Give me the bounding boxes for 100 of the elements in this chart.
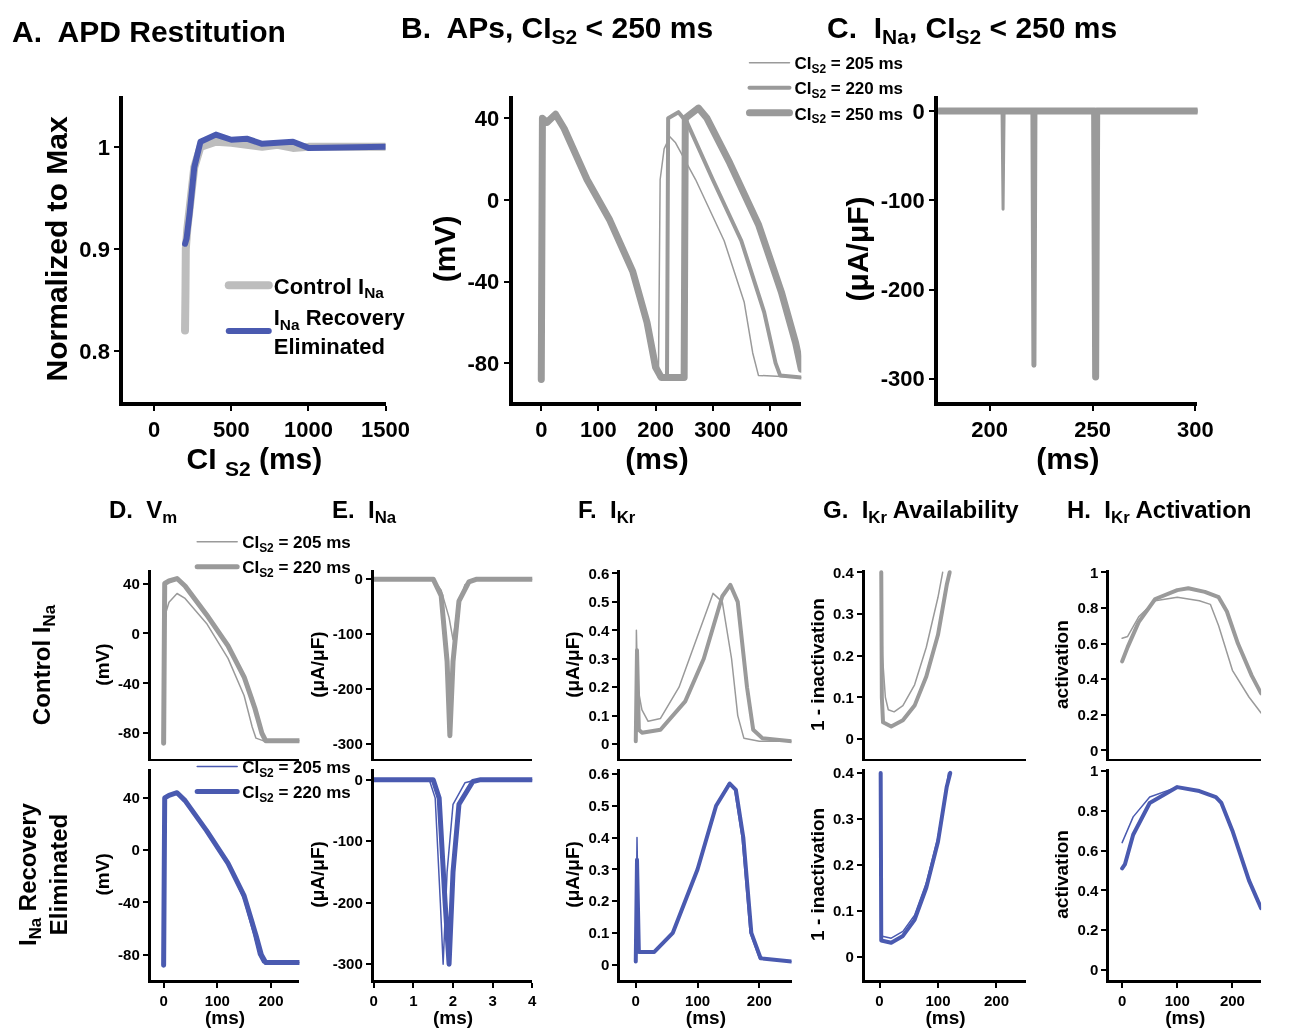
chart-title: G. I$_{Kr}$ Availability xyxy=(823,496,1020,528)
y-tick-label: -100 xyxy=(332,625,363,643)
y-tick-label: 0 xyxy=(131,841,140,859)
y-tick-label: 0.8 xyxy=(79,338,110,364)
y-tick-label: -40 xyxy=(118,893,140,911)
y-tick-label: 0 xyxy=(1090,960,1099,978)
x-tick-label: 2 xyxy=(448,991,458,1009)
y-axis-title: (μA/μF) xyxy=(562,631,584,698)
x-tick-label: 1500 xyxy=(361,417,411,443)
legend-label: Control I$_{Na}$ xyxy=(273,273,385,302)
chart-title: A. APD Restitution xyxy=(12,15,286,48)
y-tick-label: 0.2 xyxy=(588,678,610,696)
x-tick-label: 100 xyxy=(1164,991,1190,1009)
y-tick-label: 0 xyxy=(845,730,854,748)
y-tick-label: 0 xyxy=(354,770,363,788)
legend-label: I$_{Na}$ Recovery Eliminated xyxy=(273,305,406,359)
x-axis-title: (ms) xyxy=(1165,1007,1206,1028)
x-axis-title: (ms) xyxy=(625,442,689,476)
y-tick-label: 1 xyxy=(97,134,110,160)
y-tick-label: 0.1 xyxy=(588,924,610,942)
x-axis-title: (ms) xyxy=(1036,442,1100,476)
x-axis-title: (ms) xyxy=(685,1007,726,1028)
x-tick-label: 4 xyxy=(528,991,538,1009)
y-tick-label: 0.8 xyxy=(1077,802,1099,820)
y-tick-label: 40 xyxy=(474,106,500,132)
x-axis-title: (ms) xyxy=(925,1007,966,1028)
y-tick-label: 0 xyxy=(600,955,610,973)
x-tick-label: 0 xyxy=(148,417,161,443)
y-tick-label: -40 xyxy=(467,269,500,295)
y-axis-title: (μA/μF) xyxy=(841,196,875,302)
y-tick-label: 0.4 xyxy=(1077,881,1100,899)
legend-label: CI$_{S2}$ = 205 ms xyxy=(242,758,351,780)
legend-label: CI$_{S2}$ = 250 ms xyxy=(794,104,904,127)
x-tick-label: 300 xyxy=(1177,417,1214,443)
legend-label: CI$_{S2}$ = 220 ms xyxy=(242,558,351,580)
chart-title: E. I$_{Na}$ xyxy=(332,496,397,528)
y-tick-label: -80 xyxy=(118,945,140,963)
x-tick-label: 100 xyxy=(685,991,711,1009)
legend-label: CI$_{S2}$ = 220 ms xyxy=(794,79,904,101)
y-tick-label: 1 xyxy=(1090,762,1099,780)
y-tick-label: 0.1 xyxy=(833,688,854,706)
x-tick-label: 250 xyxy=(1074,417,1111,443)
y-tick-label: 0.4 xyxy=(833,764,855,782)
y-tick-label: 0 xyxy=(845,947,854,965)
y-axis-title: activation xyxy=(1051,620,1073,709)
y-tick-label: 0 xyxy=(1090,741,1099,759)
y-tick-label: -40 xyxy=(118,674,140,692)
y-tick-label: 0 xyxy=(131,624,140,642)
y-tick-label: 40 xyxy=(123,789,140,807)
y-tick-label: 0.3 xyxy=(588,860,610,878)
x-tick-label: 200 xyxy=(746,991,772,1009)
y-tick-label: 0.1 xyxy=(833,901,854,919)
y-tick-label: -100 xyxy=(332,832,363,850)
y-tick-label: 0.2 xyxy=(1077,706,1099,724)
y-tick-label: 0 xyxy=(354,570,363,588)
y-tick-label: 0.6 xyxy=(1077,634,1099,652)
x-tick-label: 100 xyxy=(580,417,617,443)
x-tick-label: 0 xyxy=(369,991,378,1009)
legend-label: CI$_{S2}$ = 220 ms xyxy=(242,783,351,805)
x-tick-label: 200 xyxy=(1219,991,1245,1009)
y-tick-label: 0.4 xyxy=(1077,670,1100,688)
y-tick-label: -200 xyxy=(880,277,925,303)
x-tick-label: 0 xyxy=(631,991,640,1009)
y-tick-label: 0.4 xyxy=(833,563,855,581)
y-tick-label: -100 xyxy=(880,187,925,213)
y-tick-label: 0.2 xyxy=(833,856,854,873)
x-tick-label: 100 xyxy=(204,991,230,1009)
chart-title: H. I$_{Kr}$ Activation xyxy=(1067,496,1252,528)
x-tick-label: 200 xyxy=(637,417,674,443)
y-axis-title: (mV) xyxy=(91,853,113,896)
x-tick-label: 1 xyxy=(409,991,418,1009)
x-axis-title: CI $_{S2}$ (ms) xyxy=(186,442,323,480)
y-axis-title: (μA/μF) xyxy=(306,631,328,698)
y-tick-label: 0.1 xyxy=(588,706,610,724)
y-tick-label: 0.6 xyxy=(588,564,610,582)
y-axis-title: (mV) xyxy=(91,643,113,686)
y-tick-label: 0.4 xyxy=(588,828,610,846)
y-axis-title: (mV) xyxy=(428,215,462,283)
y-tick-label: 0 xyxy=(912,98,925,124)
x-axis-title: (ms) xyxy=(432,1007,474,1028)
y-axis-title: Normalized to Max xyxy=(39,116,73,382)
chart-title: D. V$_{m}$ xyxy=(109,496,178,528)
y-axis-title: (μA/μF) xyxy=(306,841,328,908)
y-tick-label: 0.5 xyxy=(588,797,610,815)
y-tick-label: 0.2 xyxy=(588,892,610,910)
y-axis-title: 1 - inactivation xyxy=(806,807,828,941)
x-tick-label: 0 xyxy=(159,991,168,1009)
x-tick-label: 200 xyxy=(258,991,284,1009)
y-tick-label: 1 xyxy=(1090,563,1099,581)
x-tick-label: 100 xyxy=(925,991,951,1009)
x-tick-label: 0 xyxy=(1117,991,1127,1009)
x-tick-label: 400 xyxy=(751,417,789,443)
y-tick-label: -80 xyxy=(467,350,500,376)
y-tick-label: 0.6 xyxy=(588,765,610,783)
y-tick-label: 0.3 xyxy=(833,605,854,623)
legend-label: CI$_{S2}$ = 205 ms xyxy=(794,54,904,76)
x-tick-label: 0 xyxy=(535,417,548,443)
chart-title: B. APs, CI$_{S2}$ < 250 ms xyxy=(401,11,714,49)
legend-label: CI$_{S2}$ = 205 ms xyxy=(242,533,351,555)
y-axis-title: 1 - inactivation xyxy=(806,598,828,732)
